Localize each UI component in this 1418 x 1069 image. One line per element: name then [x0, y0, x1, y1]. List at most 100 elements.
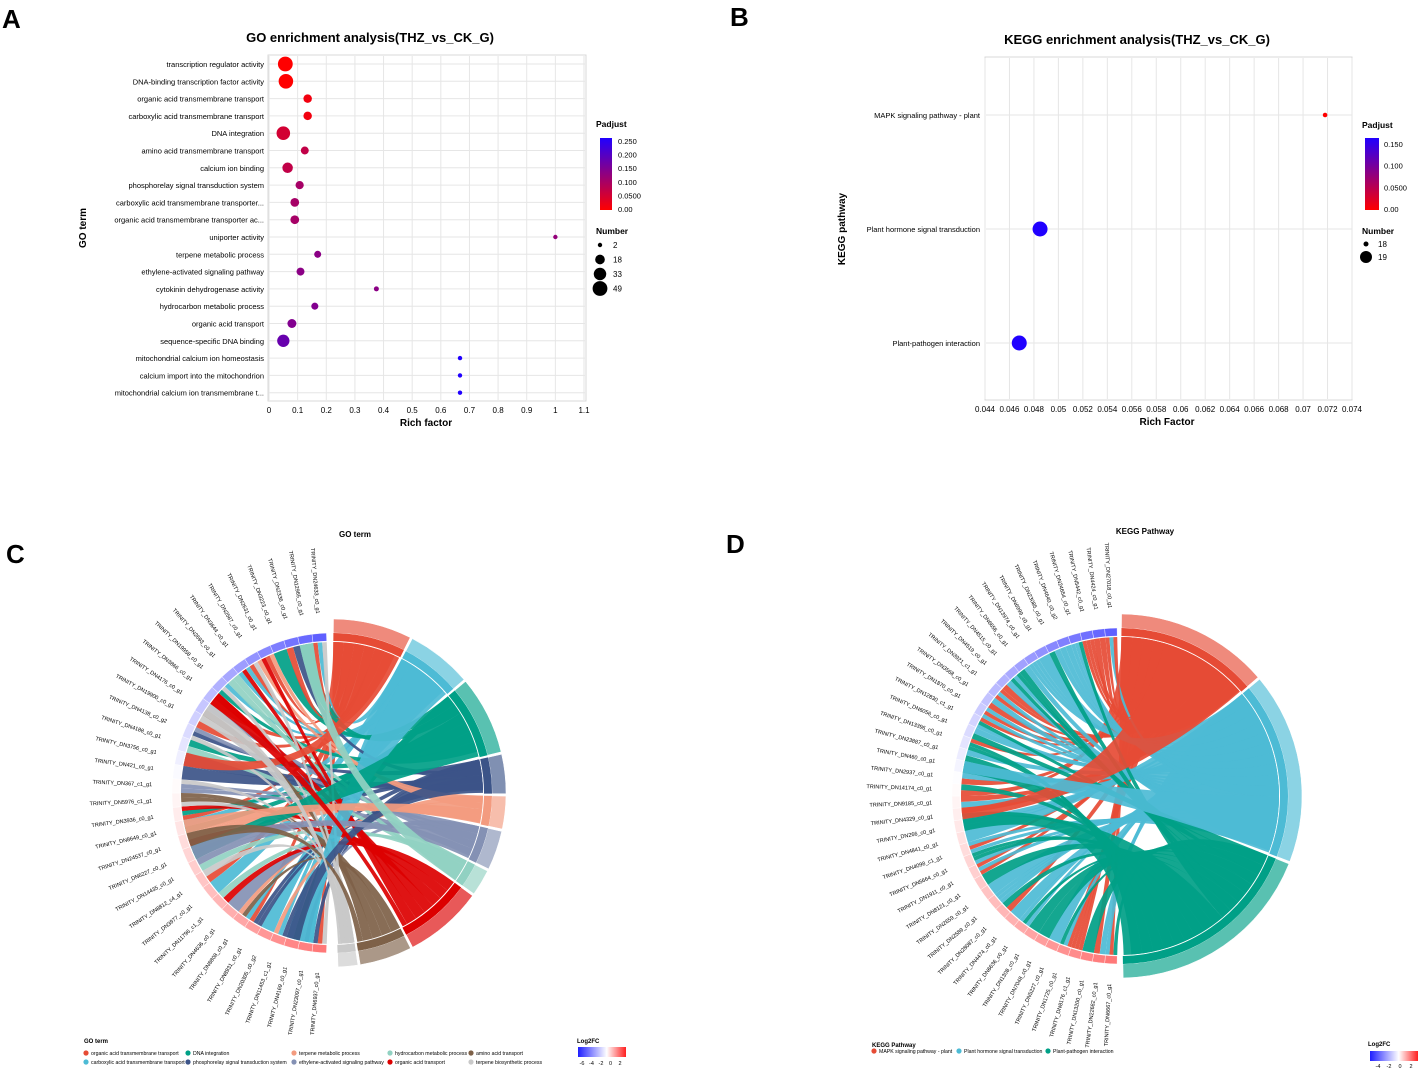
c-ribbon — [186, 824, 363, 942]
c-ribbon — [183, 648, 400, 771]
chart-b-x-tick: 0.058 — [1146, 405, 1167, 414]
chart-a-padjust-tick: 0.00 — [618, 205, 633, 214]
c-ribbon — [299, 643, 465, 880]
chart-c-legend-label: terpene biosynthetic process — [476, 1060, 542, 1066]
d-gene-label: TRINITY_DN8121_c0_g1 — [906, 893, 962, 931]
d-ribbon — [1113, 637, 1166, 719]
chart-d-legend-swatch — [871, 1048, 877, 1054]
c-term-arc — [356, 928, 405, 951]
chart-d-colorbar-tick: -4 — [1376, 1064, 1381, 1069]
d-gene-label: TRINITY_DN460_c0_g1 — [876, 748, 936, 765]
chart-d-colorbar — [1370, 1051, 1418, 1061]
chart-a-y-tick: amino acid transmembrane transport — [141, 147, 264, 156]
chart-d-legend-label: Plant-pathogen interaction — [1053, 1049, 1114, 1055]
c-gene-arc — [172, 806, 183, 822]
chart-b-x-tick-labels: 0.044 0.046 0.048 0.05 0.052 0.054 0.056 0.058 0… — [975, 405, 1363, 414]
chart-a-point — [553, 234, 558, 240]
c-gene-label: TRINITY_DN3756_c0_g1 — [95, 736, 157, 756]
c-gene-label: TRINITY_DN421_c0_g1 — [94, 758, 154, 772]
chart-c-legend-swatch — [468, 1059, 474, 1065]
d-gene-arc — [952, 807, 962, 821]
chart-a-x-tick: 0.8 — [493, 406, 505, 415]
c-gene-arc — [171, 778, 181, 794]
chart-a-point — [457, 373, 463, 378]
c-ribbon — [286, 643, 365, 721]
chart-a-padjust-tick: 0.100 — [618, 178, 637, 187]
c-gene-arc — [174, 749, 186, 766]
chart-c-legend-label: DNA integration — [193, 1051, 229, 1057]
chart-a-point — [282, 162, 293, 174]
chart-a-y-tick: carboxylic acid transmembrane transporte… — [116, 198, 264, 207]
chart-b-padjust-ticks: 0.150 0.100 0.0500 0.00 — [1384, 140, 1407, 214]
chart-b-x-tick: 0.074 — [1342, 405, 1363, 414]
c-gene-label: TRINITY_DN19958_c0_g1 — [153, 620, 204, 670]
d-ribbon — [964, 694, 1249, 843]
c-gene-label: TRINITY_DN24633_c0_g1 — [309, 548, 320, 614]
c-ribbon — [183, 803, 483, 834]
chart-c-legend-swatch — [83, 1059, 89, 1065]
chart-a-x-tick: 1 — [553, 406, 558, 415]
chart-d-colorbar-tick: 0 — [1398, 1064, 1401, 1069]
d-gene-arc — [1104, 955, 1118, 965]
chart-b-title: KEGG enrichment analysis(THZ_vs_CK_G) — [1004, 32, 1270, 47]
chart-b-size-key — [1360, 251, 1372, 263]
chart-a-padjust-title: Padjust — [596, 119, 627, 129]
c-term-arc — [337, 943, 356, 953]
chart-c-colorbar-tick: 2 — [618, 1061, 621, 1067]
d-gene-arc — [955, 746, 968, 762]
chart-b-x-tick: 0.066 — [1244, 405, 1265, 414]
chart-d-legend: MAPK signaling pathway - plant Plant horm… — [871, 1048, 1114, 1055]
panel-letter-d: D — [726, 529, 745, 559]
c-ribbon — [299, 664, 447, 943]
d-ribbon — [961, 784, 1185, 946]
chart-a-point — [373, 286, 379, 292]
chart-d-colorbar-tick: 2 — [1409, 1064, 1412, 1069]
chart-b-x-tick: 0.06 — [1173, 405, 1189, 414]
chart-d-colorbar-tick: -2 — [1387, 1064, 1392, 1069]
d-gene-label: TRINITY_DN12830_c1_g1 — [893, 676, 954, 712]
d-ribbon — [1054, 648, 1270, 757]
chart-d-ribbons — [961, 637, 1279, 955]
c-term-arc — [468, 826, 489, 863]
chart-b-y-tick: Plant-pathogen interaction — [892, 339, 980, 348]
chart-b-size-key — [1363, 241, 1369, 247]
d-gene-arc — [951, 783, 961, 797]
chart-c-arcs — [171, 618, 507, 968]
d-ribbon — [1010, 677, 1258, 885]
chart-c-colorbar-tick: 0 — [609, 1061, 612, 1067]
chart-b-x-tick: 0.044 — [975, 405, 996, 414]
chart-b-padjust-tick: 0.150 — [1384, 140, 1403, 149]
chart-b-x-tick: 0.068 — [1269, 405, 1290, 414]
chart-c-colorbar-tick: -6 — [580, 1061, 585, 1067]
d-gene-arc — [1092, 628, 1106, 639]
d-gene-label: TRINITY_DN1870_c0_g1 — [905, 662, 961, 700]
chart-a-y-tick-labels: transcription regulator activity DNA-bind… — [114, 60, 265, 398]
c-gene-arc — [311, 632, 327, 643]
d-term-arc — [1242, 688, 1288, 857]
c-term-arc — [480, 757, 493, 794]
c-term-arc — [402, 651, 454, 694]
chart-a-y-tick: mitochondrial calcium ion transmembrane … — [115, 389, 264, 398]
chart-a-y-tick: calcium import into the mitochondrion — [140, 371, 264, 380]
chart-a-padjust-tick: 0.0500 — [618, 191, 641, 200]
chart-c-colorbar-ticks: -6 -4 -2 0 2 — [580, 1061, 622, 1067]
chart-b-padjust-tick: 0.0500 — [1384, 183, 1407, 192]
chart-a-x-tick: 0.5 — [407, 406, 419, 415]
chart-c-legend-swatch — [291, 1050, 297, 1056]
chart-b-x-tick: 0.054 — [1097, 405, 1118, 414]
chart-d-colorbar-title: Log2FC — [1368, 1042, 1391, 1048]
chart-d-colorbar-ticks: -4 -2 0 2 — [1376, 1064, 1413, 1069]
c-gene-label: TRINITY_DN8649_c0_g1 — [95, 831, 157, 851]
chart-a-point — [287, 319, 297, 328]
d-gene-arc — [1079, 951, 1094, 962]
d-ribbon — [962, 761, 1279, 853]
chart-c-colorbar — [578, 1047, 626, 1057]
chart-a-size-label: 49 — [613, 285, 622, 294]
d-ribbon — [1038, 849, 1252, 939]
c-term-arc — [402, 882, 462, 935]
d-gene-label: TRINITY_DN14174_c0_g1 — [866, 784, 932, 792]
c-gene-arc — [174, 820, 186, 837]
c-term-arc — [333, 633, 404, 658]
d-gene-arc — [952, 771, 962, 785]
